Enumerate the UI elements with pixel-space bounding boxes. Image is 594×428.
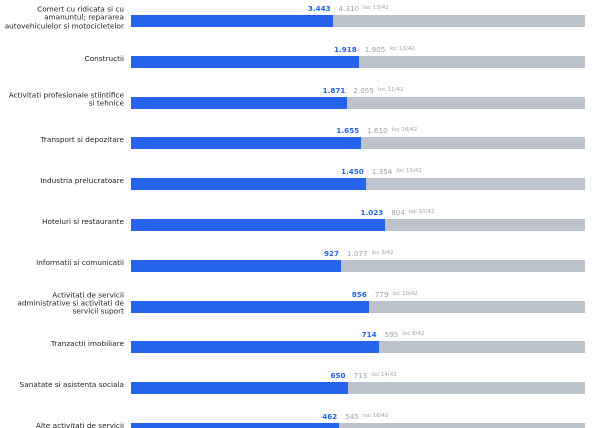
value-label: 1.918 [334,44,357,54]
row-label: Activitati profesionale stiintifice si t… [8,90,124,108]
row-label: Transport si depozitare [40,135,124,145]
rank-label: loc 8/42 [402,331,425,338]
rank-label: loc 16/42 [363,413,389,419]
rank-label: loc 10/42 [392,290,418,297]
value-bar [131,259,341,272]
other-label: 2.055 [353,85,374,95]
value-label: 927 [324,248,340,258]
other-bar [365,178,585,191]
other-bar [378,341,585,354]
value-bar [131,423,340,428]
value-label: 714 [361,330,377,340]
other-bar [332,15,585,27]
value-label: 1.871 [322,85,346,95]
value-label: 1.450 [341,167,364,177]
other-label: 1.610 [367,126,388,136]
other-bar [339,423,585,428]
value-bar [131,219,386,231]
row-label: Activitati de servicii administrative si… [17,289,124,316]
value-label: 462 [322,412,338,421]
value-bar [131,178,366,191]
value-bar [131,55,359,68]
other-label: 713 [353,371,368,381]
other-label: 545 [345,412,359,421]
value-label: 3.443 [307,4,331,13]
other-bar [361,137,585,150]
other-label: 1.354 [371,167,393,177]
rank-label: loc 14/42 [371,372,397,379]
row-label: Alte activitati de servicii [35,420,124,428]
other-label: 1.077 [347,248,368,258]
rank-label: loc 10/42 [408,209,435,215]
value-bar [131,96,348,109]
value-bar [131,15,333,27]
rank-label: loc 9/42 [371,249,394,256]
value-label: 1.023 [360,208,384,217]
rank-label: loc 16/42 [391,127,418,134]
other-bar [368,300,585,313]
row-label: Tranzactii imobiliare [50,339,124,349]
other-label: 1.905 [364,44,386,54]
value-bar [131,382,348,395]
other-label: 804 [391,208,405,217]
value-bar [131,137,362,150]
rank-label: loc 13/42 [389,45,415,52]
other-label: 595 [384,330,399,340]
other-bar [358,55,585,68]
rank-label: loc 13/42 [363,5,389,11]
row-label: Constructii [84,53,124,63]
row-label: Hoteluri si restaurante [42,216,124,226]
value-label: 856 [351,289,367,299]
other-bar [347,96,585,109]
value-bar [131,341,379,354]
row-label: Sanatate si asistenta sociala [19,379,124,389]
other-label: 779 [374,289,389,299]
value-label: 650 [330,371,346,381]
value-label: 1.655 [336,126,360,136]
other-bar [347,382,585,395]
row-label: Industria prelucratoare [40,175,124,185]
rank-label: loc 15/42 [396,168,422,175]
other-label: 4.310 [338,4,360,13]
row-label: Informatii si comunicatii [36,257,124,267]
rank-label: loc 11/42 [377,86,404,93]
other-bar [341,259,585,272]
row-label: Comert cu ridicata si cu amanuntul; repa… [4,4,124,31]
other-bar [385,219,585,231]
value-bar [131,300,369,313]
